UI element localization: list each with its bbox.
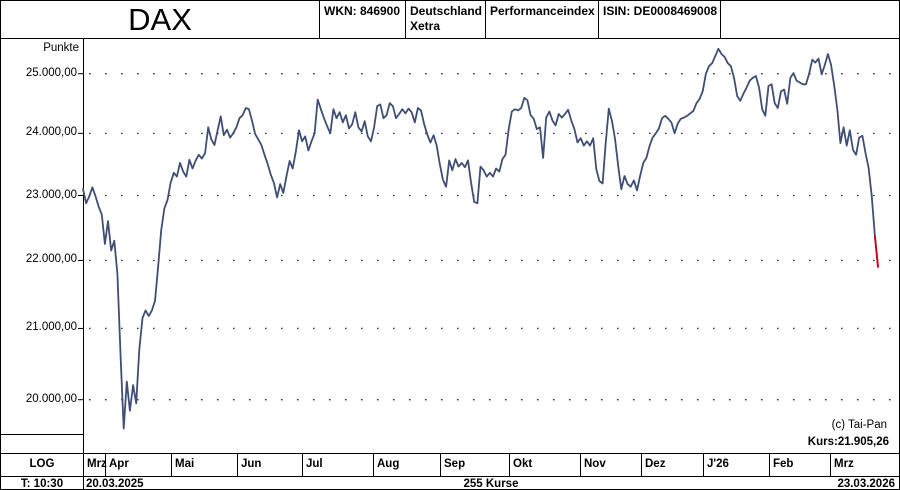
x-axis-month-label: Mai bbox=[171, 454, 237, 477]
timestamp-label: T: 10:30 bbox=[20, 478, 64, 490]
y-axis-tick-label: 20.000,00 bbox=[25, 392, 77, 405]
x-axis-month-label: Apr bbox=[105, 454, 171, 477]
y-axis-tick-label: 22.000,00 bbox=[25, 253, 77, 266]
end-date-label: 23.03.2026 bbox=[837, 478, 895, 490]
price-line bbox=[82, 47, 879, 430]
header-bar: DAX WKN: 846900 Deutschland Xetra Perfor… bbox=[1, 1, 899, 39]
exchange-label: Xetra bbox=[410, 19, 441, 33]
scale-mode-label: LOG bbox=[29, 458, 55, 470]
x-axis-month-label: Aug bbox=[373, 454, 440, 477]
x-axis-month-label: Mrz bbox=[83, 454, 107, 477]
x-axis-month-label: J'26 bbox=[703, 454, 769, 477]
axis-column-bottom-border bbox=[1, 434, 83, 435]
y-axis-tick-label: 23.000,00 bbox=[25, 188, 77, 201]
wkn-field: WKN: 846900 bbox=[320, 1, 406, 39]
y-axis-tick-label: 24.000,00 bbox=[25, 126, 77, 139]
x-axis-month-label: Feb bbox=[769, 454, 830, 477]
x-axis-date-row: T: 10:30 20.03.2025 255 Kurse 23.03.2026 bbox=[1, 477, 899, 490]
last-price-label: Kurs:21.905,26 bbox=[807, 436, 889, 448]
y-axis-tick-label: 21.000,00 bbox=[25, 321, 77, 334]
x-axis-month-label: Okt bbox=[509, 454, 580, 477]
index-type-field: Performanceindex bbox=[486, 1, 599, 39]
y-axis-tick-label: 25.000,00 bbox=[25, 66, 77, 79]
country-exchange-field: Deutschland Xetra bbox=[406, 1, 486, 39]
price-line-final-segment bbox=[874, 235, 879, 268]
y-axis-border bbox=[83, 39, 84, 489]
start-date-label: 20.03.2025 bbox=[86, 478, 144, 490]
x-axis-month-label: Nov bbox=[580, 454, 641, 477]
quote-count-label: 255 Kurse bbox=[463, 478, 519, 490]
x-axis-month-label: Dez bbox=[641, 454, 703, 477]
x-axis-month-label: Sep bbox=[440, 454, 509, 477]
instrument-title: DAX bbox=[1, 1, 320, 39]
copyright-label: (c) Tai-Pan bbox=[831, 419, 887, 431]
isin-field: ISIN: DE0008469008 bbox=[599, 1, 721, 39]
x-axis-month-label: Mrz bbox=[830, 454, 899, 477]
x-axis-month-label: Jul bbox=[302, 454, 373, 477]
country-label: Deutschland bbox=[410, 4, 483, 18]
y-axis-unit-label: Punkte bbox=[43, 42, 79, 54]
x-axis-month-label: Jun bbox=[237, 454, 302, 477]
x-axis-month-row: LOG Mrz Apr Mai Jun Jul Aug Sep Okt Nov Dez J'26 Fe… bbox=[1, 453, 899, 477]
